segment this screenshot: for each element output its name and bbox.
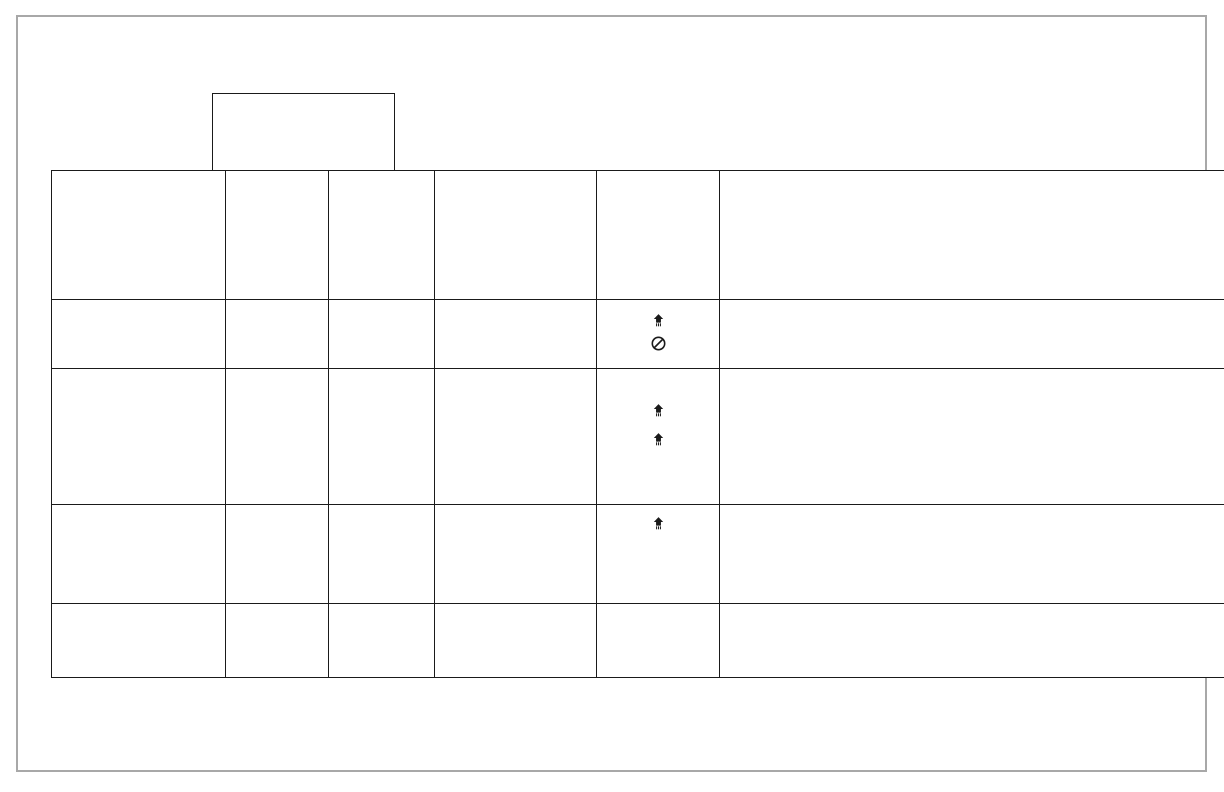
table-cell — [51, 299, 226, 369]
arrow-up-icon — [651, 432, 666, 447]
table-cell — [328, 170, 435, 300]
table-cell — [434, 170, 597, 300]
table-cell — [719, 170, 1224, 300]
table-cell — [225, 504, 329, 604]
document-page — [16, 15, 1224, 772]
table-cell — [434, 603, 597, 678]
table-cell-icons — [596, 504, 720, 604]
prohibited-icon — [651, 336, 666, 351]
table-cell — [225, 368, 329, 505]
table-cell — [328, 603, 435, 678]
arrow-up-icon — [651, 516, 666, 531]
table-cell — [51, 504, 226, 604]
icon-group — [603, 304, 713, 351]
header-box — [212, 93, 395, 171]
table-cell — [596, 603, 720, 678]
table-cell-icons — [596, 368, 720, 505]
table-cell — [51, 603, 226, 678]
table-row — [51, 170, 1224, 300]
table-cell — [434, 299, 597, 369]
table-cell — [596, 170, 720, 300]
icon-group — [603, 509, 713, 531]
table-cell — [328, 504, 435, 604]
table-row — [51, 299, 1224, 369]
arrow-up-icon — [651, 403, 666, 418]
table-cell — [434, 368, 597, 505]
table-cell — [225, 170, 329, 300]
table-cell — [719, 299, 1224, 369]
arrow-up-icon — [651, 313, 666, 328]
table-cell — [328, 368, 435, 505]
table-cell — [328, 299, 435, 369]
table-cell — [225, 299, 329, 369]
table-cell — [719, 368, 1224, 505]
table-cell — [719, 603, 1224, 678]
table-cell — [719, 504, 1224, 604]
table-row — [51, 368, 1224, 505]
table-cell — [51, 170, 226, 300]
table-row — [51, 504, 1224, 604]
table-cell — [225, 603, 329, 678]
table-cell — [51, 368, 226, 505]
icon-group — [603, 373, 713, 447]
table-cell — [434, 504, 597, 604]
table-row — [51, 603, 1224, 678]
table-cell-icons — [596, 299, 720, 369]
data-table — [51, 170, 1224, 678]
